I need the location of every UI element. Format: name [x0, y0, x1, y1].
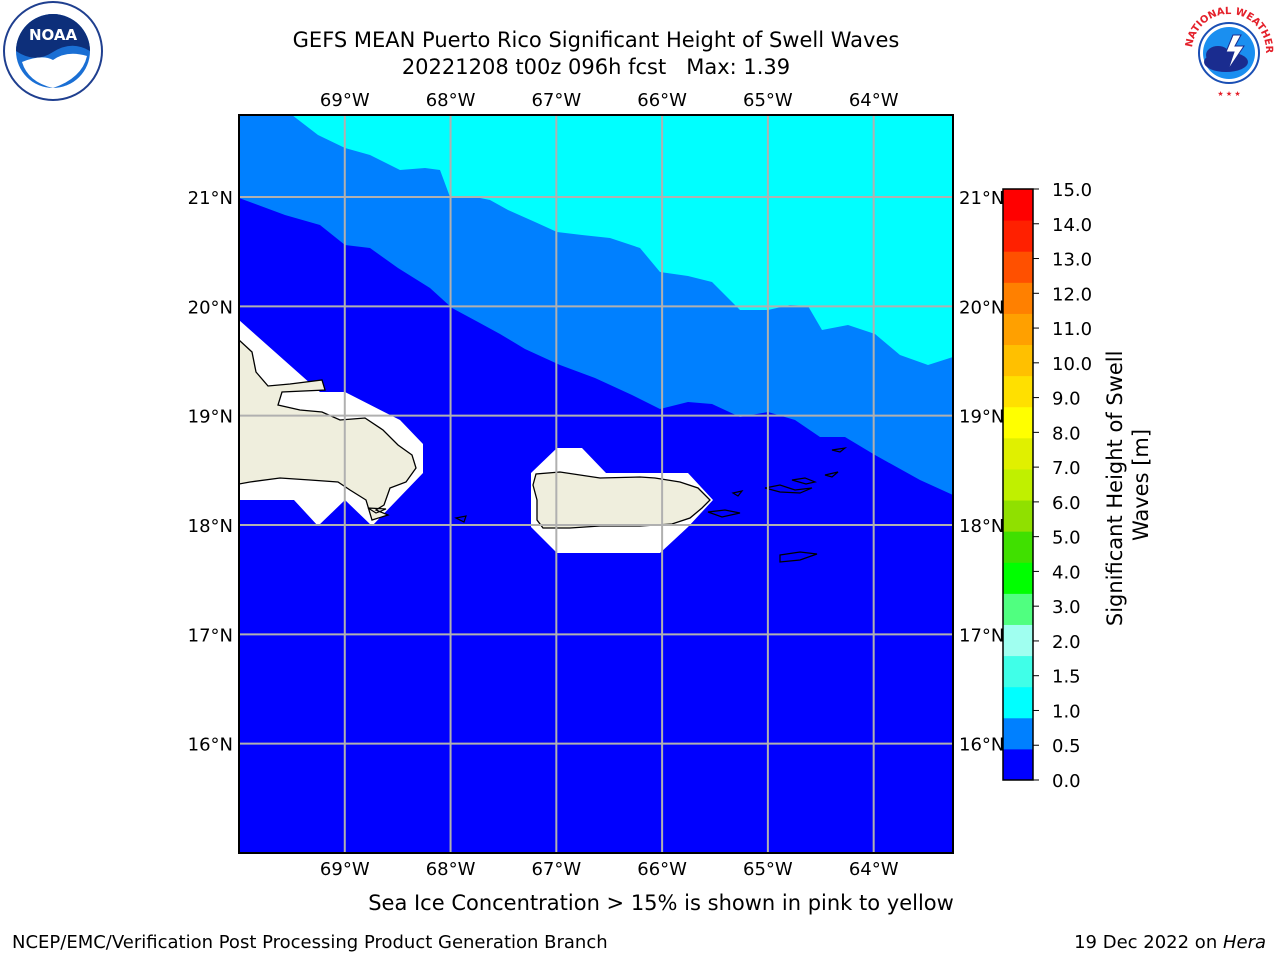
latitude-label: 18°N: [959, 516, 1004, 537]
noaa-logo-text: NOAA: [29, 26, 78, 44]
colorbar-segment: [1003, 189, 1033, 221]
colorbar-tick-label: 0.5: [1052, 736, 1081, 757]
longitude-label: 65°W: [743, 90, 793, 111]
colorbar-frame: [1002, 188, 1034, 781]
land-culebra: [731, 490, 744, 497]
colorbar-tick-label: 8.0: [1052, 423, 1081, 444]
colorbar-tick-label: 4.0: [1052, 562, 1081, 583]
latitude-label: 21°N: [188, 188, 233, 209]
latitude-labels-left: 21°N 20°N 19°N 18°N 17°N 16°N: [188, 188, 233, 756]
colorbar-tick-label: 10.0: [1052, 354, 1092, 375]
land-st-barth: [831, 447, 848, 453]
latitude-labels-right: 21°N 20°N 19°N 18°N 17°N 16°N: [959, 188, 1004, 756]
colorbar-label: Significant Height of Swell Waves [m]: [1103, 344, 1153, 626]
latitude-label: 20°N: [188, 297, 233, 318]
colorbar-segment: [1003, 562, 1033, 594]
chart-subtitle: 20221208 t00z 096h fcst Max: 1.39: [401, 55, 791, 79]
colorbar-tick-label: 14.0: [1052, 215, 1092, 236]
swell-band-1.0-1.5: [292, 115, 953, 365]
colorbar-segment: [1003, 344, 1033, 377]
latitude-label: 16°N: [959, 735, 1004, 756]
colorbar-segment: [1003, 313, 1033, 346]
colorbar-tick-label: 12.0: [1052, 284, 1092, 305]
longitude-label: 64°W: [849, 859, 899, 880]
land-vieques: [707, 509, 741, 518]
longitude-label: 66°W: [637, 859, 687, 880]
colorbar-segment: [1003, 686, 1033, 719]
longitude-label: 69°W: [320, 859, 370, 880]
colorbar-tick-label: 7.0: [1052, 458, 1081, 479]
longitude-label: 67°W: [531, 90, 581, 111]
colorbar-tick-label: 6.0: [1052, 493, 1081, 514]
longitude-label: 69°W: [320, 90, 370, 111]
chart-title: GEFS MEAN Puerto Rico Significant Height…: [292, 28, 900, 52]
longitude-label: 65°W: [743, 859, 793, 880]
colorbar-segment: [1003, 624, 1033, 657]
colorbar-segment: [1003, 531, 1033, 563]
colorbar-tick-label: 5.0: [1052, 528, 1081, 549]
longitude-labels-bottom: 69°W 68°W 67°W 66°W 65°W 64°W: [320, 859, 899, 880]
footer-machine: Hera: [1222, 932, 1266, 953]
latitude-label: 21°N: [959, 188, 1004, 209]
noaa-logo: NOAA: [3, 1, 103, 101]
sea-ice-caption: Sea Ice Concentration > 15% is shown in …: [368, 891, 954, 915]
longitude-label: 66°W: [637, 90, 687, 111]
colorbar-tick-label: 1.5: [1052, 667, 1081, 688]
colorbar-segment: [1003, 500, 1033, 532]
footer-branch: NCEP/EMC/Verification Post Processing Pr…: [12, 932, 608, 953]
land-mona: [454, 515, 467, 523]
land-puerto-rico: [532, 471, 711, 529]
map-frame: [238, 114, 954, 854]
colorbar-segment: [1003, 593, 1033, 625]
latitude-label: 19°N: [959, 407, 1004, 428]
latitude-label: 18°N: [188, 516, 233, 537]
latitude-label: 19°N: [188, 407, 233, 428]
colorbar-segment: [1003, 655, 1033, 688]
graticule: [239, 115, 953, 853]
land-saona: [367, 507, 387, 514]
colorbar-segment: [1003, 251, 1033, 283]
latitude-label: 20°N: [959, 297, 1004, 318]
colorbar-tick-label: 9.0: [1052, 389, 1081, 410]
colorbar-tick-label: 13.0: [1052, 250, 1092, 271]
nws-logo: NATIONAL WEATHER SERVICE ★ ★ ★: [1178, 0, 1277, 99]
longitude-label: 67°W: [531, 859, 581, 880]
colorbar-tick-label: 0.0: [1052, 771, 1081, 792]
longitude-labels-top: 69°W 68°W 67°W 66°W 65°W 64°W: [320, 90, 899, 111]
land-anguilla: [824, 471, 839, 478]
land-hispaniola: [239, 339, 417, 521]
land-virgin-islands-1: [764, 484, 813, 494]
land-st-croix: [779, 551, 818, 563]
colorbar-segment: [1003, 717, 1033, 750]
footer-date: 19 Dec 2022 on Hera: [1074, 932, 1266, 953]
latitude-label: 17°N: [188, 625, 233, 646]
longitude-label: 68°W: [426, 859, 476, 880]
latitude-label: 16°N: [188, 735, 233, 756]
svg-text:★ ★ ★: ★ ★ ★: [1217, 90, 1240, 98]
colorbar-segment: [1003, 282, 1033, 314]
longitude-label: 68°W: [426, 90, 476, 111]
colorbar-tick-label: 15.0: [1052, 180, 1092, 201]
colorbar-segment: [1003, 375, 1033, 408]
colorbar-tick-label: 2.0: [1052, 632, 1081, 653]
colorbar: 15.0 14.0 13.0 12.0 11.0 10.0 9.0 8.0 7.0 6.0 5.0 4…: [1002, 180, 1092, 792]
colorbar-tick-label: 11.0: [1052, 319, 1092, 340]
colorbar-segment: [1003, 748, 1033, 781]
latitude-label: 17°N: [959, 625, 1004, 646]
colorbar-tick-label: 3.0: [1052, 597, 1081, 618]
colorbar-tick-label: 1.0: [1052, 701, 1081, 722]
colorbar-segment: [1003, 220, 1033, 252]
colorbar-segment: [1003, 468, 1033, 501]
land-virgin-islands-2: [791, 477, 818, 485]
colorbar-segment: [1003, 437, 1033, 470]
longitude-label: 64°W: [849, 90, 899, 111]
colorbar-segment: [1003, 406, 1033, 439]
